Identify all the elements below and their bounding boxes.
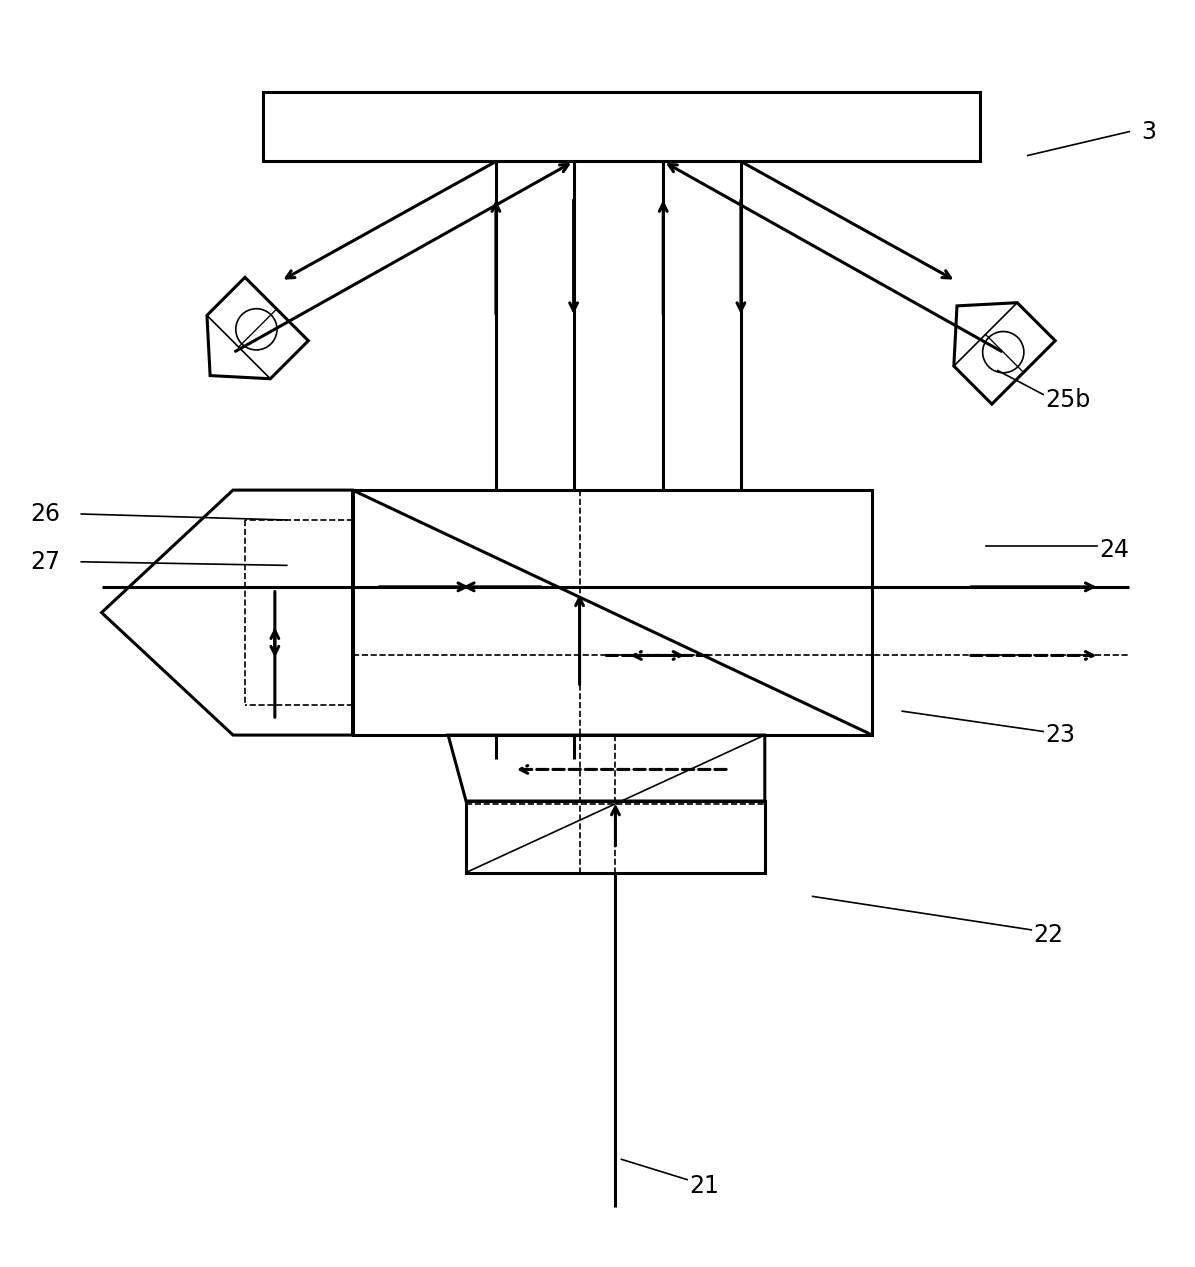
- Bar: [353, 490, 872, 735]
- Text: 23: 23: [1046, 723, 1076, 748]
- Bar: [263, 92, 980, 161]
- Text: 26: 26: [30, 502, 60, 526]
- Bar: [466, 801, 765, 873]
- Text: 21: 21: [690, 1173, 719, 1197]
- Text: 22: 22: [1034, 922, 1064, 946]
- Text: 27: 27: [30, 550, 60, 574]
- Text: 3: 3: [1141, 119, 1157, 143]
- Text: 25b: 25b: [1046, 389, 1091, 413]
- Text: 24: 24: [1099, 538, 1129, 561]
